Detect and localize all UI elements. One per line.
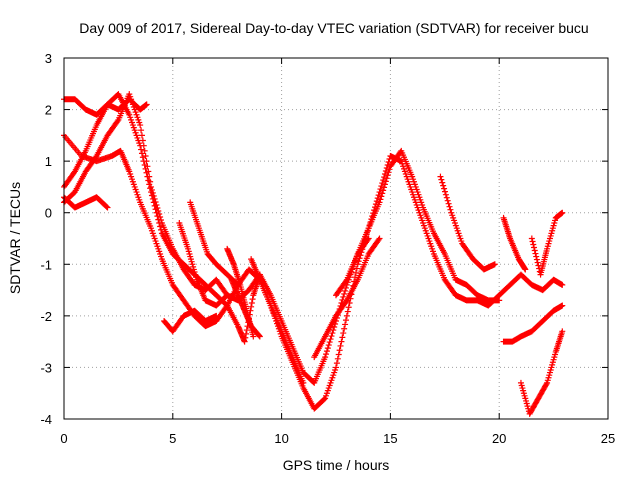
y-tick-label: 1 [45,154,52,169]
x-tick-label: 15 [383,431,397,446]
x-tick-label: 20 [492,431,506,446]
y-tick-label: -3 [40,360,52,375]
y-tick-label: -1 [40,257,52,272]
series-markers [176,220,231,309]
axis-ticks [63,57,609,420]
series-markers [517,328,566,417]
series-markers [437,173,498,273]
series-sat-l [311,235,383,361]
y-tick-label: 3 [45,51,52,66]
series-sat-c [61,91,566,412]
x-axis-label: GPS time / hours [283,457,390,473]
x-tick-label: 25 [601,431,615,446]
series-markers [161,307,220,335]
series-sat-n [437,173,498,273]
y-tick-label: -4 [40,412,52,427]
series-sat-f [161,307,220,335]
series-sat-q [517,328,566,417]
series-markers [61,91,566,412]
x-tick-label: 10 [274,431,288,446]
series-sat-r [528,209,566,278]
data-points [61,91,566,417]
series-markers [333,235,372,299]
series-markers [528,209,566,278]
chart-title: Day 009 of 2017, Sidereal Day-to-day VTE… [79,20,588,36]
y-tick-label: -2 [40,309,52,324]
series-markers [500,302,566,345]
series-sat-k [248,256,307,386]
x-tick-label: 5 [169,431,176,446]
series-sat-o [500,214,529,273]
tick-labels: 0 5 10 15 20 25 -4 -3 -2 -1 0 1 2 3 [40,51,615,446]
y-axis-label: SDTVAR / TECUs [7,182,23,294]
series-sat-h [176,220,231,309]
y-tick-label: 2 [45,103,52,118]
y-tick-label: 0 [45,206,52,221]
series-sat-j [228,276,263,340]
series-markers [500,214,529,273]
series-sat-m [333,235,372,299]
series-markers [248,256,307,386]
plot-frame [63,57,609,420]
series-markers [228,276,263,340]
series-sat-p [500,302,566,345]
series-markers [311,235,383,361]
x-tick-label: 0 [60,431,67,446]
